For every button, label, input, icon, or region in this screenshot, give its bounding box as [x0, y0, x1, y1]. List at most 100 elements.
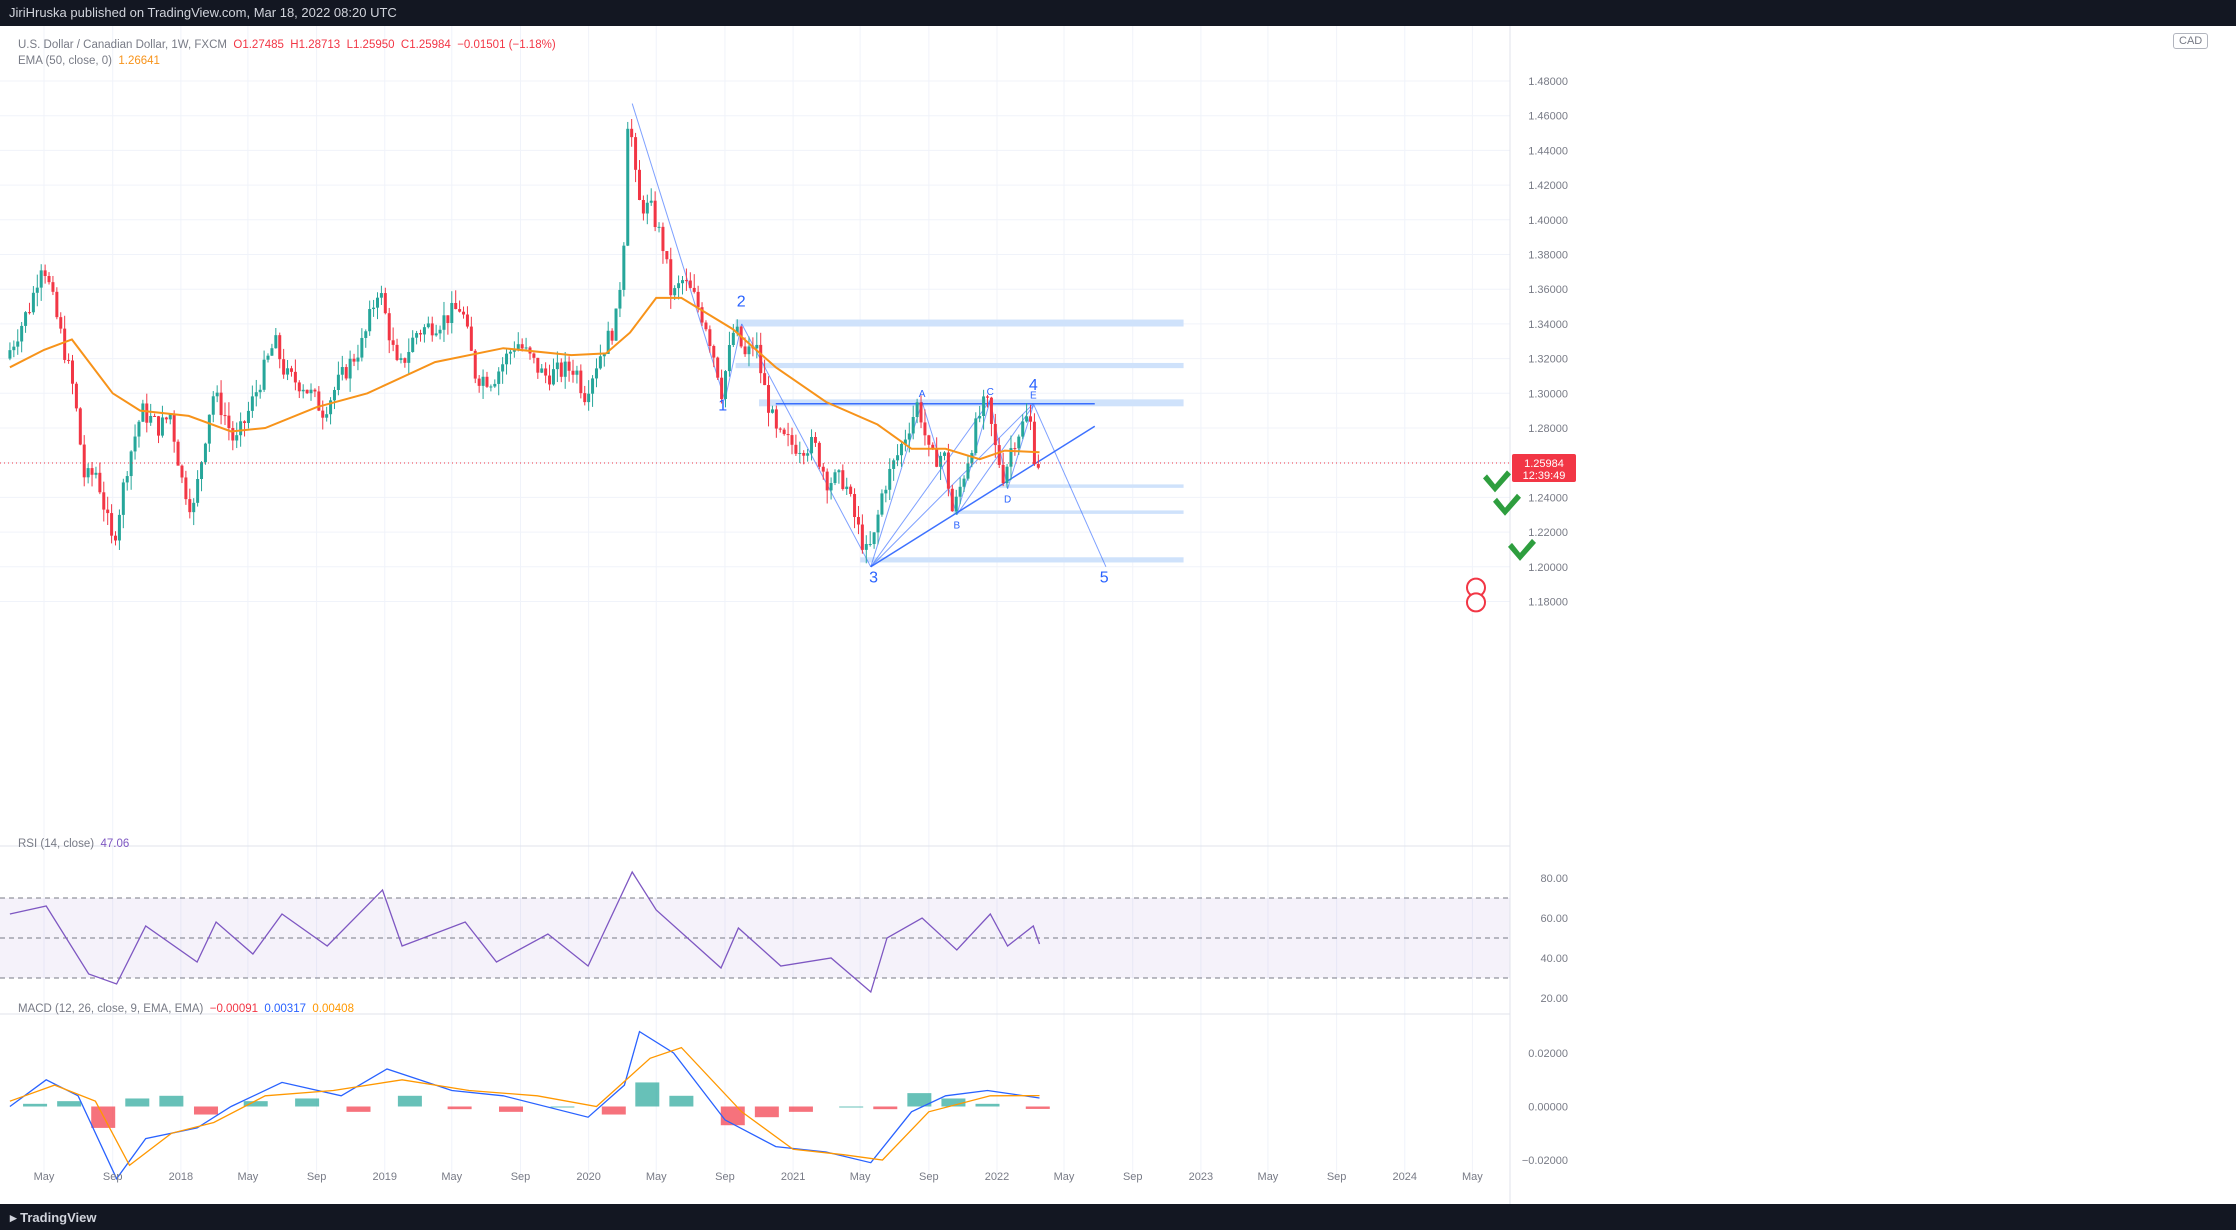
- currency-button[interactable]: CAD: [2173, 33, 2209, 49]
- candle-body: [430, 323, 434, 336]
- candle-body: [591, 378, 595, 394]
- candle-body: [680, 280, 684, 284]
- candle-body: [301, 389, 305, 392]
- pattern-line: [956, 405, 1034, 516]
- candle-body: [614, 308, 618, 341]
- time-tick: Sep: [1327, 1171, 1347, 1183]
- wave-label-3: 3: [869, 569, 878, 586]
- candle-body: [485, 376, 489, 387]
- candle-body: [544, 368, 548, 376]
- candle-body: [872, 532, 876, 545]
- candle-body: [520, 344, 524, 349]
- zone-rect: [953, 510, 1184, 514]
- macd-histogram-bar: [125, 1098, 150, 1107]
- candle-body: [98, 472, 102, 493]
- candle-body: [759, 344, 763, 374]
- candle-body: [415, 333, 419, 338]
- price-axis[interactable]: 1.48000 1.46000 1.44000 1.42000 1.40000 1.380…: [0, 26, 1576, 1204]
- price-chart[interactable]: 80.00 60.00 40.00 20.00 0.02000 0.00000 −0.02…: [0, 26, 2236, 1230]
- candle-body: [473, 350, 477, 379]
- candle-body: [31, 292, 35, 313]
- candle-body: [743, 346, 747, 355]
- candle-body: [317, 391, 321, 411]
- candle-body: [950, 488, 954, 512]
- tradingview-logo[interactable]: ▸ TradingView: [10, 1210, 97, 1225]
- macd-histogram-bar: [159, 1095, 184, 1107]
- candle-body: [720, 377, 724, 399]
- price-tag-bg: [1512, 453, 1576, 482]
- ema-line: [9, 296, 1040, 461]
- time-tick: May: [441, 1171, 462, 1183]
- candle-body: [497, 371, 501, 384]
- candle-body: [935, 448, 939, 467]
- candle-body: [207, 414, 211, 444]
- candle-body: [360, 337, 364, 358]
- candle-body: [540, 368, 544, 373]
- candle-body: [653, 200, 657, 228]
- macd-histogram-bar: [499, 1106, 524, 1112]
- candle-body: [774, 409, 778, 429]
- candle-body: [336, 374, 340, 390]
- candle-body: [438, 329, 442, 334]
- ema-value: 1.26641: [118, 55, 160, 67]
- candle-body: [102, 492, 106, 510]
- event-flags[interactable]: [1466, 577, 1486, 613]
- candle-body: [673, 288, 677, 296]
- candle-body: [817, 442, 821, 467]
- candle-body: [602, 353, 606, 357]
- symbol-name: U.S. Dollar / Canadian Dollar, 1W, FXCM: [18, 39, 227, 51]
- candle-body: [67, 359, 71, 361]
- rsi-line: [9, 870, 1041, 994]
- pattern-label-A: A: [919, 389, 926, 400]
- macd-histogram-bar: [601, 1106, 626, 1115]
- candle-body: [704, 322, 708, 330]
- candle-body: [978, 416, 982, 419]
- candle-body: [188, 499, 192, 513]
- candle-body: [986, 396, 990, 398]
- candle-body: [332, 389, 336, 401]
- candle-body: [587, 393, 591, 403]
- price-tick: 1.22000: [1528, 527, 1568, 539]
- rsi-tick: 40.00: [1540, 953, 1568, 965]
- candle-body: [454, 302, 458, 310]
- signal-line: [9, 1046, 1040, 1167]
- candle-body: [571, 370, 575, 375]
- candle-body: [215, 392, 219, 397]
- rsi-tick: 20.00: [1540, 993, 1568, 1005]
- candle-body: [20, 325, 24, 342]
- price-tick: 1.34000: [1528, 319, 1568, 331]
- candle-body: [712, 346, 716, 358]
- candle-body: [606, 330, 610, 354]
- rsi-tick: 60.00: [1540, 913, 1568, 925]
- macd-histogram-bar: [193, 1106, 218, 1115]
- candle-body: [997, 445, 1001, 465]
- macd-legend: MACD (12, 26, close, 9, EMA, EMA) −0.000…: [18, 1003, 354, 1015]
- candle-body: [798, 452, 802, 454]
- rsi-tick: 80.00: [1540, 873, 1568, 885]
- candle-body: [24, 312, 28, 326]
- candle-body: [278, 335, 282, 360]
- candle-body: [141, 403, 145, 422]
- candle-body: [888, 468, 892, 490]
- candle-body: [78, 408, 82, 445]
- candle-body: [551, 369, 555, 385]
- candle-body: [548, 375, 552, 385]
- macd-histogram-bar: [907, 1093, 932, 1107]
- candle-body: [223, 415, 227, 417]
- candle-body: [442, 315, 446, 330]
- macd-histogram-bar: [295, 1098, 320, 1107]
- candle-body: [243, 421, 247, 423]
- candle-body: [368, 309, 372, 332]
- candle-body: [399, 358, 403, 360]
- candle-body: [379, 293, 383, 298]
- candle-body: [239, 421, 243, 436]
- ema-50-line: [9, 296, 1040, 461]
- macd-histogram-bar: [397, 1095, 422, 1107]
- candle-body: [896, 455, 900, 461]
- candle-body: [829, 483, 833, 491]
- candle-body: [250, 396, 254, 411]
- candle-body: [364, 331, 368, 338]
- candle-body: [1036, 464, 1040, 468]
- macd-histogram-bar: [346, 1106, 371, 1112]
- us-flag-icon: [1466, 592, 1486, 613]
